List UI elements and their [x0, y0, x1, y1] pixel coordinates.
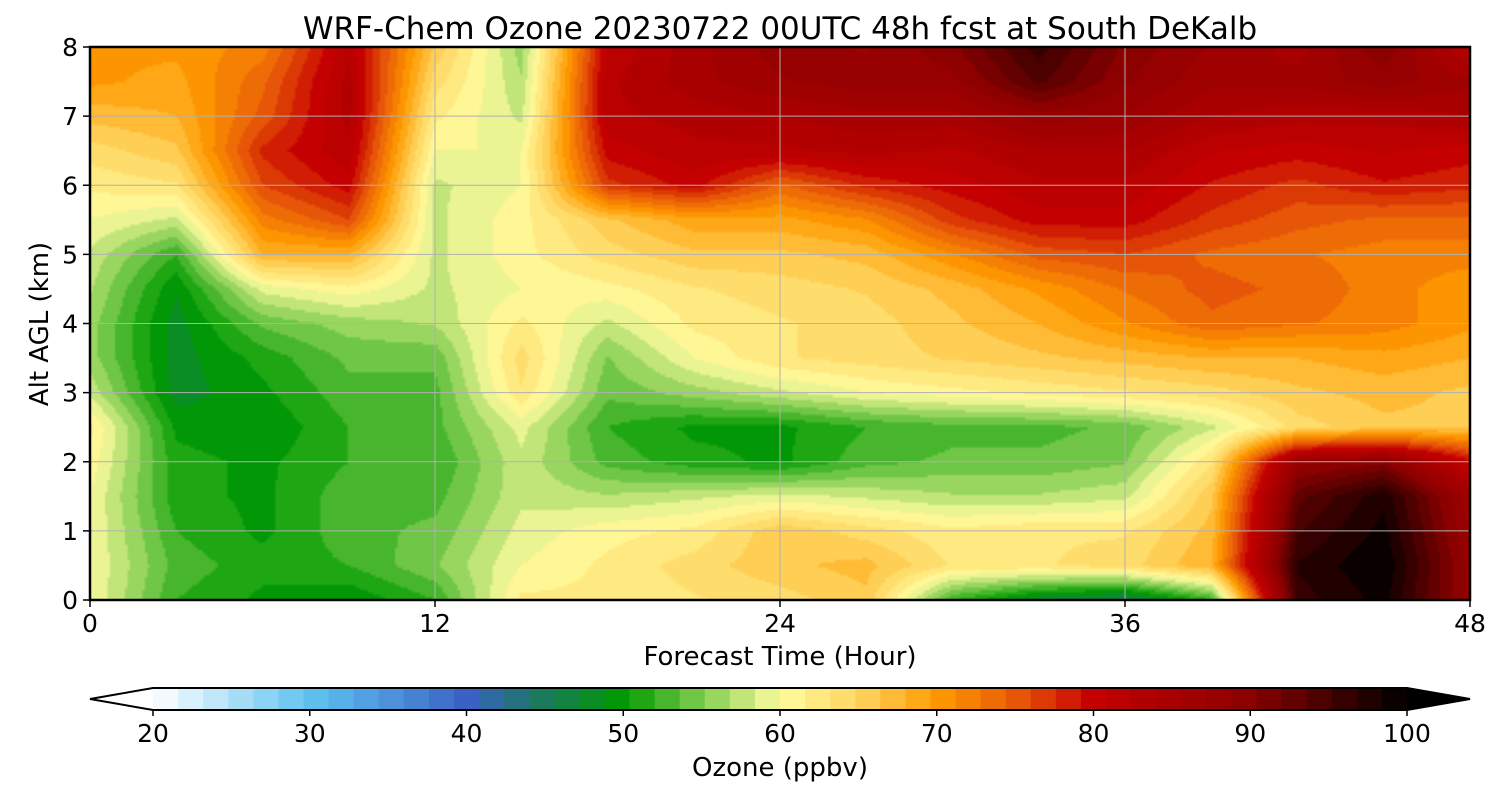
x-tick-label: 12 — [419, 609, 451, 638]
y-tick-label: 4 — [62, 310, 78, 339]
colorbar-swatch — [955, 688, 982, 710]
colorbar-swatch — [1206, 688, 1233, 710]
colorbar-swatch — [1131, 688, 1157, 710]
y-tick-label: 1 — [62, 517, 78, 546]
colorbar-ticks: 20 30 40 50 60 70 80 90 100 — [137, 710, 1431, 748]
colorbar-swatch — [905, 688, 932, 710]
colorbar-swatch — [1356, 688, 1383, 710]
colorbar-swatch — [1381, 688, 1408, 710]
colorbar-swatch — [378, 688, 405, 710]
colorbar-swatch — [403, 688, 430, 710]
colorbar-swatch — [880, 688, 906, 710]
y-tick-label: 3 — [62, 379, 78, 408]
colorbar-swatch — [729, 688, 756, 710]
colorbar-swatch — [453, 688, 480, 710]
colorbar-swatch — [754, 688, 781, 710]
colorbar-swatch — [930, 688, 957, 710]
x-tick-label: 0 — [82, 609, 98, 638]
colorbar-swatch — [1156, 688, 1182, 710]
chart-title: WRF-Chem Ozone 20230722 00UTC 48h fcst a… — [303, 11, 1257, 47]
colorbar-swatch — [1055, 688, 1082, 710]
colorbar-swatch — [1331, 688, 1358, 710]
colorbar-swatch — [278, 688, 305, 710]
colorbar-tick-label: 100 — [1383, 719, 1431, 748]
colorbar-swatch — [855, 688, 881, 710]
colorbar-swatch — [253, 688, 279, 710]
y-tick-label: 2 — [62, 448, 78, 477]
colorbar-tick-label: 40 — [451, 719, 483, 748]
colorbar-max-extend-triangle — [1407, 688, 1470, 710]
colorbar-swatch — [303, 688, 330, 710]
colorbar-tick-label: 50 — [607, 719, 639, 748]
y-tick-label: 7 — [62, 102, 78, 131]
x-tick-label: 36 — [1109, 609, 1141, 638]
colorbar-tick-label: 60 — [764, 719, 796, 748]
colorbar-swatch — [428, 688, 455, 710]
colorbar-swatch — [1080, 688, 1107, 710]
y-tick-label: 5 — [62, 240, 78, 269]
colorbar-swatch — [980, 688, 1007, 710]
colorbar-tick-label: 20 — [137, 719, 169, 748]
x-axis: 0 12 24 36 48 — [82, 600, 1486, 638]
colorbar-swatch — [780, 688, 806, 710]
colorbar-swatch — [228, 688, 254, 710]
colorbar-swatch — [805, 688, 831, 710]
colorbar-swatch — [604, 688, 631, 710]
colorbar-swatch — [704, 688, 731, 710]
plot-area — [88, 45, 1472, 602]
colorbar-swatch — [153, 688, 179, 710]
y-tick-label: 0 — [62, 586, 78, 615]
colorbar-tick-label: 80 — [1078, 719, 1110, 748]
y-tick-label: 6 — [62, 171, 78, 200]
colorbar: 20 30 40 50 60 70 80 90 100 Ozone (ppbv) — [89, 687, 1471, 783]
colorbar-swatches — [153, 688, 1408, 710]
colorbar-tick-label: 90 — [1234, 719, 1266, 748]
colorbar-swatch — [1231, 688, 1258, 710]
colorbar-swatch — [554, 688, 580, 710]
colorbar-swatch — [629, 688, 656, 710]
colorbar-swatch — [529, 688, 555, 710]
colorbar-swatch — [1256, 688, 1283, 710]
colorbar-swatch — [328, 688, 355, 710]
colorbar-swatch — [579, 688, 606, 710]
colorbar-label: Ozone (ppbv) — [692, 753, 868, 783]
x-tick-label: 24 — [764, 609, 796, 638]
colorbar-swatch — [679, 688, 706, 710]
colorbar-tick-label: 30 — [294, 719, 326, 748]
colorbar-swatch — [654, 688, 681, 710]
colorbar-swatch — [1281, 688, 1308, 710]
colorbar-swatch — [830, 688, 856, 710]
colorbar-min-extend-triangle — [90, 688, 153, 710]
colorbar-swatch — [504, 688, 530, 710]
x-tick-label: 48 — [1454, 609, 1486, 638]
y-tick-label: 8 — [62, 33, 78, 62]
x-axis-title: Forecast Time (Hour) — [643, 642, 916, 672]
colorbar-swatch — [479, 688, 505, 710]
colorbar-swatch — [1181, 688, 1207, 710]
colorbar-tick-label: 70 — [921, 719, 953, 748]
colorbar-swatch — [1005, 688, 1032, 710]
colorbar-swatch — [1030, 688, 1057, 710]
colorbar-swatch — [353, 688, 380, 710]
colorbar-swatch — [203, 688, 229, 710]
y-axis: 0 1 2 3 4 5 6 7 8 — [62, 33, 90, 615]
colorbar-swatch — [178, 688, 204, 710]
colorbar-swatch — [1106, 688, 1132, 710]
y-axis-title: Alt AGL (km) — [25, 242, 55, 406]
colorbar-swatch — [1306, 688, 1333, 710]
